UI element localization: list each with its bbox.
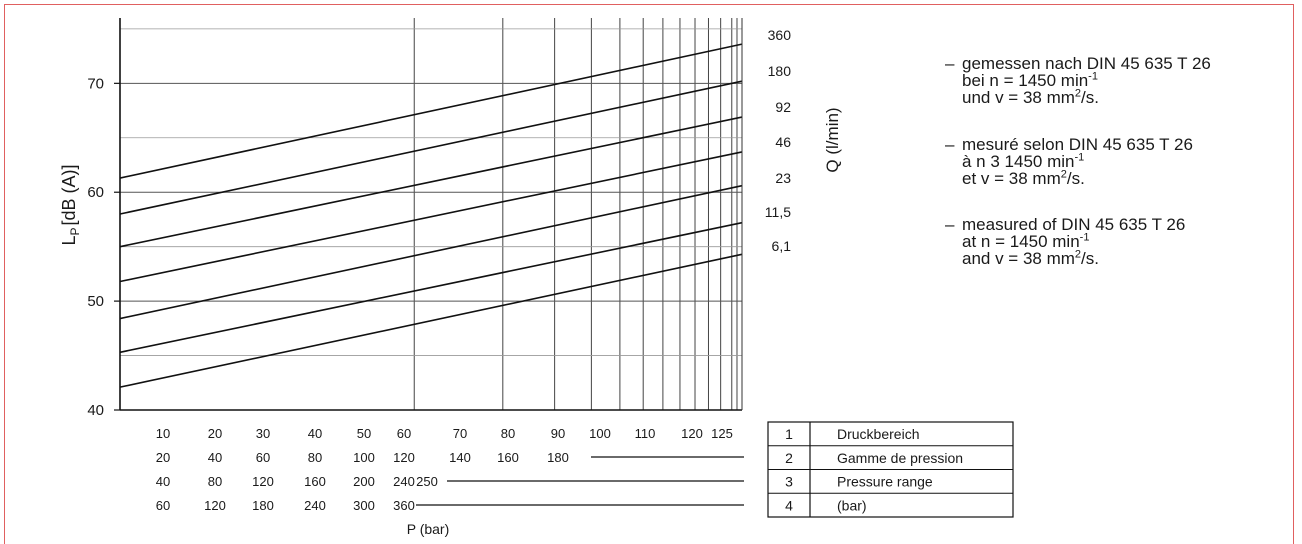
note-line: à n 3 1450 min-1 (962, 151, 1085, 171)
series-line-180 (119, 80, 743, 215)
pressure-label: 140 (449, 450, 471, 465)
pressure-label: 120 (252, 474, 274, 489)
legend-row-text: Gamme de pression (837, 450, 963, 466)
pressure-label: 60 (397, 426, 411, 441)
y-tick-label: 70 (87, 75, 104, 92)
series-line-6-1 (119, 253, 743, 388)
pressure-label: 360 (393, 498, 415, 513)
series-line-46 (119, 151, 743, 283)
pressure-label: 110 (635, 426, 656, 441)
pressure-label: 40 (208, 450, 222, 465)
pressure-label: 80 (308, 450, 322, 465)
flow-label: 92 (775, 99, 791, 115)
note-dash: – (945, 54, 955, 73)
pressure-label: 200 (353, 474, 375, 489)
pressure-label: 20 (156, 450, 170, 465)
pressure-label: 30 (256, 426, 270, 441)
series-line-23 (119, 184, 743, 320)
flow-label: 6,1 (772, 238, 792, 254)
pressure-label: 120 (393, 450, 415, 465)
y-tick-label: 40 (87, 402, 104, 419)
pressure-label: 180 (252, 498, 274, 513)
flow-label: 23 (775, 170, 791, 186)
pressure-label: 160 (497, 450, 519, 465)
note-line: gemessen nach DIN 45 635 T 26 (962, 54, 1211, 73)
pressure-label: 40 (308, 426, 322, 441)
chart-labels: 40 50 60 70 LP[dB (A)] 360 180 92 46 23 11,5 6,1 Q (… (59, 27, 842, 419)
legend-row-number: 2 (785, 450, 793, 466)
chart-axes (114, 18, 743, 411)
legend-row-number: 1 (785, 426, 793, 442)
series-line-92 (119, 116, 743, 248)
chart-grid (120, 18, 742, 410)
legend-row-text: Pressure range (837, 474, 933, 490)
y-tick-label: 60 (87, 184, 104, 201)
pressure-label: 70 (453, 426, 467, 441)
pressure-scales: 10 20 30 40 50 60 70 80 90 100 110 120 125 20 40 60 80 10… (156, 426, 744, 537)
note-line: et v = 38 mm2/s. (962, 168, 1085, 188)
note-line: measured of DIN 45 635 T 26 (962, 215, 1186, 234)
legend-row-text: Druckbereich (837, 426, 919, 442)
legend-table: 1 Druckbereich 2 Gamme de pression 3 Pressure… (767, 421, 1014, 518)
pressure-label: 240 (304, 498, 326, 513)
pressure-label: 120 (681, 426, 703, 441)
legend-row-number: 4 (785, 497, 793, 513)
pressure-label: 250 (416, 474, 438, 489)
pressure-label: 125 (711, 426, 733, 441)
pressure-label: 160 (304, 474, 326, 489)
pressure-label: 60 (156, 498, 170, 513)
y-tick-label: 50 (87, 293, 104, 310)
note-line: und v = 38 mm2/s. (962, 87, 1099, 107)
chart-series (119, 43, 743, 388)
pressure-label: 180 (547, 450, 569, 465)
y-axis-label: LP[dB (A)] (59, 164, 82, 245)
note-line: and v = 38 mm2/s. (962, 248, 1099, 268)
pressure-label: 40 (156, 474, 170, 489)
figure-frame (4, 4, 1294, 544)
pressure-label: 100 (589, 426, 611, 441)
legend-row-text: (bar) (837, 497, 867, 513)
pressure-label: 80 (501, 426, 515, 441)
flow-label: 46 (775, 134, 791, 150)
legend-row-number: 3 (785, 474, 793, 490)
note-dash: – (945, 215, 955, 234)
pressure-label: 300 (353, 498, 375, 513)
series-line-360 (119, 43, 743, 179)
pressure-label: 100 (353, 450, 375, 465)
pressure-label: 90 (551, 426, 565, 441)
flow-label: 11,5 (765, 204, 791, 220)
note-line: bei n = 1450 min-1 (962, 70, 1098, 90)
pressure-label: 120 (204, 498, 226, 513)
flow-label: 360 (768, 27, 792, 43)
series-line-11-5 (119, 221, 743, 354)
pressure-label: 10 (156, 426, 170, 441)
note-dash: – (945, 135, 955, 154)
x-axis-label: P (bar) (407, 521, 450, 537)
right-axis-label: Q (l/min) (823, 107, 842, 172)
note-line: at n = 1450 min-1 (962, 231, 1090, 251)
pressure-label: 240 (393, 474, 415, 489)
pressure-label: 50 (357, 426, 371, 441)
flow-label: 180 (768, 63, 792, 79)
pressure-label: 20 (208, 426, 222, 441)
pressure-label: 60 (256, 450, 270, 465)
note-line: mesuré selon DIN 45 635 T 26 (962, 135, 1193, 154)
pressure-label: 80 (208, 474, 222, 489)
